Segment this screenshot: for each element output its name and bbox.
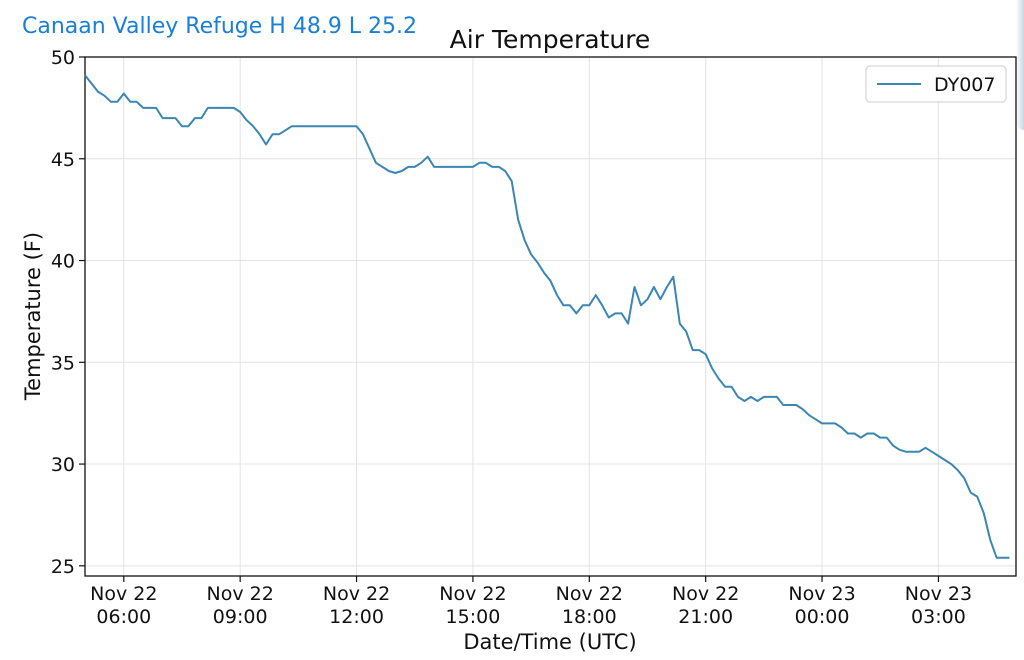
x-tick-label-date: Nov 22	[207, 583, 274, 605]
x-axis-title: Date/Time (UTC)	[463, 630, 636, 654]
y-axis: 25 30 35 40 45 50	[51, 47, 85, 578]
chart-title: Air Temperature	[450, 25, 651, 54]
x-tick-label-time: 03:00	[911, 606, 966, 628]
x-tick-label-time: 00:00	[795, 606, 850, 628]
x-tick-label-date: Nov 22	[90, 583, 157, 605]
x-tick-label-time: 09:00	[213, 606, 268, 628]
x-tick-label-date: Nov 23	[788, 583, 855, 605]
x-tick-label-date: Nov 22	[556, 583, 623, 605]
x-tick-label-date: Nov 22	[439, 583, 506, 605]
y-tick-label: 50	[51, 47, 75, 69]
edge-shadow	[1016, 0, 1024, 130]
x-tick-label-time: 15:00	[446, 606, 501, 628]
x-tick-label-time: 06:00	[96, 606, 151, 628]
station-title: Canaan Valley Refuge H 48.9 L 25.2	[22, 14, 418, 39]
x-tick-label-time: 18:00	[562, 606, 617, 628]
x-tick-label-time: 21:00	[678, 606, 733, 628]
x-tick-label-date: Nov 22	[323, 583, 390, 605]
x-tick-label-date: Nov 23	[905, 583, 972, 605]
plot-frame	[84, 56, 1017, 577]
legend-label: DY007	[934, 74, 995, 96]
x-tick-label-date: Nov 22	[672, 583, 739, 605]
legend: DY007	[865, 65, 1007, 103]
y-tick-label: 25	[51, 556, 75, 578]
y-axis-title: Temperature (F)	[21, 232, 45, 401]
y-tick-label: 45	[51, 149, 75, 171]
y-tick-label: 40	[51, 251, 75, 273]
x-tick-label-time: 12:00	[329, 606, 384, 628]
legend-box	[865, 65, 1007, 103]
y-tick-label: 35	[51, 352, 75, 374]
series-line-dy007	[84, 74, 1010, 559]
y-tick-label: 30	[51, 454, 75, 476]
grid	[85, 56, 1016, 576]
